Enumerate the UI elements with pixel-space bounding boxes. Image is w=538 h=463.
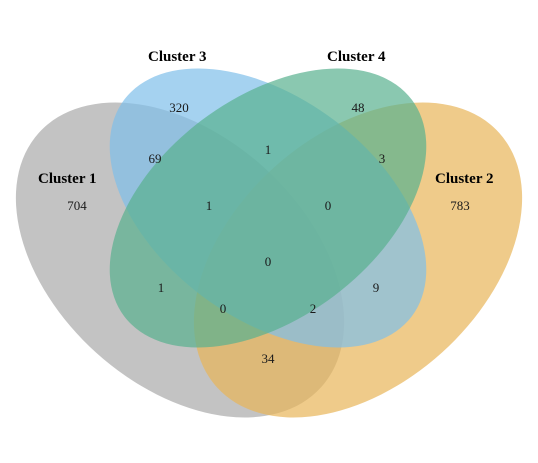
count-c3-only: 320: [169, 100, 189, 115]
cluster-4-ellipse: [109, 68, 427, 348]
count-c2-c4: 3: [379, 151, 386, 166]
set-ellipses: [15, 68, 523, 418]
count-c1-c4: 1: [158, 280, 165, 295]
count-c1-c2: 34: [262, 351, 276, 366]
set-labels: Cluster 1 Cluster 2 Cluster 3 Cluster 4: [38, 49, 493, 187]
count-c3-c4: 1: [265, 142, 272, 157]
cluster-3-label: Cluster 3: [148, 49, 206, 65]
count-c2-c3: 9: [373, 280, 380, 295]
cluster-1-label: Cluster 1: [38, 171, 96, 187]
count-c1-c3: 69: [149, 151, 162, 166]
region-counts: 704 783 320 48 69 1 3 1 0 0 1 9 0 2 34: [67, 100, 470, 366]
cluster-2-label: Cluster 2: [435, 171, 493, 187]
count-c1-only: 704: [67, 198, 87, 213]
count-c1-c2-c4: 0: [220, 301, 227, 316]
count-c1-c2-c3-c4: 0: [265, 254, 272, 269]
cluster-4-label: Cluster 4: [327, 49, 386, 65]
count-c2-c3-c4: 0: [325, 198, 332, 213]
count-c2-only: 783: [450, 198, 470, 213]
count-c1-c3-c4: 1: [206, 198, 213, 213]
count-c1-c2-c3: 2: [310, 301, 317, 316]
count-c4-only: 48: [352, 100, 365, 115]
